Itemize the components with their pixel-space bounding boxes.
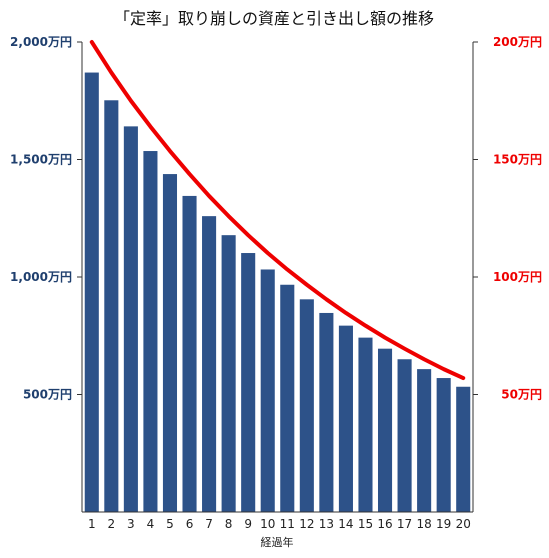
x-tick-label: 19 (436, 517, 451, 531)
x-axis-label: 経過年 (261, 535, 294, 549)
bar (182, 195, 197, 512)
y-right-tick-label: 200万円 (493, 35, 542, 49)
x-tick-label: 12 (299, 517, 314, 531)
bar (436, 378, 451, 512)
bar (280, 284, 295, 512)
bar-series (84, 72, 471, 513)
x-tick-label: 18 (416, 517, 431, 531)
y-axis-right-ticks: 50万円 100万円 150万円 200万円 (473, 35, 542, 402)
bar (104, 100, 119, 512)
x-tick-label: 4 (147, 517, 155, 531)
y-right-tick-label: 50万円 (501, 388, 542, 402)
x-tick-label: 20 (456, 517, 471, 531)
bar (417, 369, 432, 512)
bar (162, 174, 178, 512)
chart-title: 「定率」取り崩しの資産と引き出し額の推移 (114, 9, 434, 28)
x-tick-label: 14 (338, 517, 353, 531)
bar (202, 216, 217, 512)
x-tick-label: 8 (225, 517, 233, 531)
x-tick-label: 15 (358, 517, 373, 531)
x-axis-ticks: 1 2 3 4 5 6 7 8 9 10 11 12 13 14 15 16 17 18 19 20 (88, 517, 471, 531)
y-left-tick-label: 500万円 (23, 388, 72, 402)
x-tick-label: 9 (244, 517, 252, 531)
bar (299, 299, 314, 512)
bar (241, 253, 256, 512)
y-left-tick-label: 1,000万円 (10, 270, 72, 284)
y-left-tick-label: 2,000万円 (10, 35, 72, 49)
bar (221, 235, 236, 513)
x-tick-label: 5 (166, 517, 174, 531)
bar (338, 325, 353, 512)
x-tick-label: 17 (397, 517, 412, 531)
y-right-tick-label: 100万円 (493, 270, 542, 284)
bar (397, 359, 412, 512)
x-tick-label: 16 (377, 517, 392, 531)
x-tick-label: 1 (88, 517, 96, 531)
x-tick-label: 6 (186, 517, 194, 531)
x-tick-label: 3 (127, 517, 135, 531)
x-tick-label: 2 (108, 517, 116, 531)
x-tick-label: 7 (205, 517, 213, 531)
bar (319, 312, 334, 512)
x-tick-label: 10 (260, 517, 275, 531)
bar (456, 386, 471, 512)
y-right-tick-label: 150万円 (493, 153, 542, 167)
bar (123, 126, 138, 513)
bar (143, 151, 158, 513)
bar (358, 337, 373, 512)
bar (84, 72, 99, 513)
bar (260, 269, 275, 512)
y-left-tick-label: 1,500万円 (10, 153, 72, 167)
bar (377, 348, 393, 512)
x-tick-label: 13 (319, 517, 334, 531)
x-tick-label: 11 (280, 517, 295, 531)
line-series (89, 40, 466, 381)
y-axis-left-ticks: 500万円 1,000万円 1,500万円 2,000万円 (10, 35, 82, 402)
